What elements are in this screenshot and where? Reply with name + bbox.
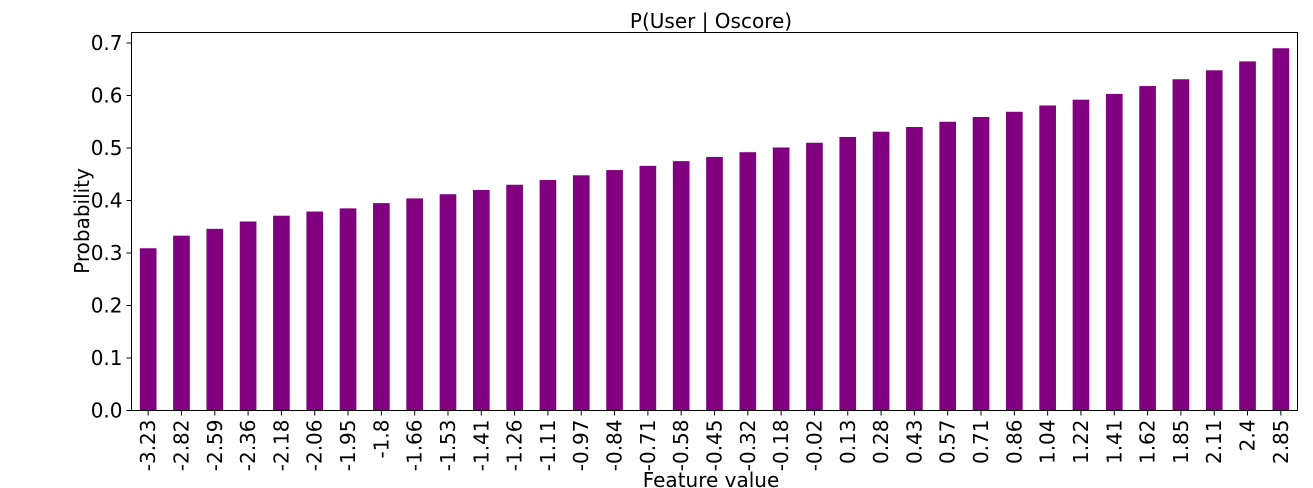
x-tick-label: -3.23: [136, 420, 160, 472]
plot-frame: [131, 32, 1298, 411]
bar--1.8: [373, 203, 390, 411]
bar--0.02: [806, 142, 823, 411]
y-tick-label: 0.5: [91, 136, 123, 160]
x-tick-label: -1.66: [403, 420, 427, 472]
x-tick-label: 0.28: [869, 420, 893, 465]
bar--0.71: [639, 165, 657, 411]
x-tick-label: -0.58: [669, 420, 693, 472]
bar-0.57: [939, 121, 957, 411]
x-tick-label: 1.41: [1102, 420, 1126, 465]
bar--2.82: [173, 235, 190, 411]
x-axis: -3.23 -2.82 -2.59 -2.36 -2.18 -2.06 -1.95 -1.8-…: [136, 410, 1293, 472]
bar--2.18: [273, 215, 290, 411]
bar--0.32: [739, 152, 757, 411]
bar--0.84: [606, 170, 623, 411]
x-tick-label: -0.84: [603, 420, 627, 472]
bar-2.4: [1239, 61, 1256, 411]
x-tick-label: 1.04: [1036, 420, 1060, 465]
y-tick-label: 0.7: [91, 31, 123, 55]
x-tick-label: -2.36: [236, 420, 260, 472]
x-tick-label: -0.02: [802, 420, 826, 472]
bar--0.58: [672, 161, 690, 411]
bar--2.06: [306, 211, 324, 411]
chart-title: P(User | Oscore): [630, 9, 792, 33]
x-tick-label: 0.43: [902, 420, 926, 465]
bar-1.04: [1039, 105, 1056, 411]
x-axis-label: Feature value: [643, 468, 780, 488]
x-tick-label: -1.41: [469, 420, 493, 472]
x-tick-label: 1.62: [1136, 420, 1160, 465]
x-tick-label: 2.11: [1202, 420, 1226, 465]
x-tick-label: -0.97: [569, 420, 593, 472]
bar-1.62: [1139, 86, 1156, 411]
x-tick-label: 2.85: [1269, 420, 1293, 465]
bar-0.86: [1006, 111, 1023, 411]
bar-0.28: [872, 131, 890, 411]
bar--0.18: [772, 147, 790, 411]
y-tick-label: 0.6: [91, 84, 123, 108]
y-tick-label: 0.0: [91, 399, 123, 423]
y-axis: 0.0 0.1 0.2 0.3 0.4 0.5 0.6 0.7: [91, 31, 132, 423]
bar--3.23: [139, 248, 157, 411]
bar-0.13: [839, 136, 857, 411]
bar-0.71: [972, 117, 990, 411]
x-tick-label: -2.82: [169, 420, 193, 472]
x-tick-label: 0.71: [969, 420, 993, 465]
x-tick-label: -1.8: [369, 420, 393, 459]
bars-group: [139, 48, 1290, 411]
x-tick-label: -0.18: [769, 420, 793, 472]
bar--1.26: [506, 184, 523, 411]
x-tick-label: 1.22: [1069, 420, 1093, 465]
x-tick-label: 0.86: [1002, 420, 1026, 465]
y-tick-label: 0.1: [91, 346, 123, 370]
x-tick-label: 0.13: [836, 420, 860, 465]
x-tick-label: -1.53: [436, 420, 460, 472]
y-axis-label: Probability: [70, 168, 94, 274]
bar--1.66: [406, 198, 423, 411]
x-tick-label: -2.18: [269, 420, 293, 472]
x-tick-label: 0.57: [936, 420, 960, 465]
x-tick-label: -1.11: [536, 420, 560, 472]
x-tick-label: -1.26: [503, 420, 527, 472]
bar--2.59: [206, 228, 224, 411]
bar-1.85: [1172, 79, 1190, 411]
bar--1.53: [439, 194, 457, 411]
bar-2.11: [1205, 70, 1223, 411]
x-tick-label: -0.32: [736, 420, 760, 472]
bar-0.43: [906, 127, 923, 411]
x-tick-label: -2.59: [203, 420, 227, 472]
bar-1.41: [1105, 93, 1123, 411]
x-tick-label: -1.95: [336, 420, 360, 472]
y-tick-label: 0.2: [91, 294, 123, 318]
bar--1.41: [472, 190, 490, 411]
bar--2.36: [239, 221, 257, 411]
bar--1.11: [539, 180, 557, 411]
y-tick-label: 0.3: [91, 241, 123, 265]
x-tick-label: -0.71: [636, 420, 660, 472]
bar--0.45: [706, 156, 723, 411]
bar--1.95: [339, 208, 357, 411]
x-tick-label: 2.4: [1236, 420, 1260, 452]
y-tick-label: 0.4: [91, 189, 123, 213]
x-tick-label: 1.85: [1169, 420, 1193, 465]
bar--0.97: [572, 175, 590, 411]
bar-2.85: [1272, 48, 1290, 411]
x-tick-label: -0.45: [703, 420, 727, 472]
bar-1.22: [1072, 99, 1090, 411]
x-tick-label: -2.06: [303, 420, 327, 472]
